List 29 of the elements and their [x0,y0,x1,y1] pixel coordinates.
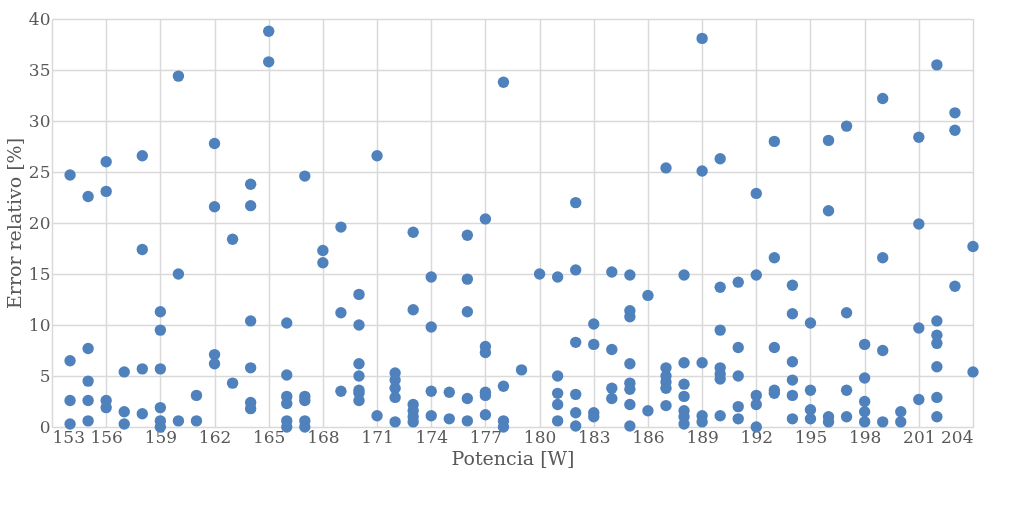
x-tick-label: 192 [740,426,774,447]
x-tick-label: 174 [415,426,448,447]
x-tick-label: 177 [469,426,503,447]
x-tick-label: 183 [578,426,611,447]
x-axis-title: Potencia [W] [451,446,575,469]
x-tick-label: 195 [794,426,828,447]
x-tick-label: 159 [144,426,178,447]
y-tick-label: 0 [39,416,51,437]
y-tick-label: 10 [28,314,51,335]
x-tick-label: 171 [361,426,394,447]
x-tick-label: 201 [903,426,936,447]
y-tick-label: 20 [28,212,51,233]
x-tick-label: 198 [848,426,882,447]
x-tick-label: 153 [52,426,85,447]
x-tick-label: 189 [686,426,719,447]
x-tick-label: 186 [632,426,665,447]
x-tick-label: 156 [90,426,123,447]
x-tick-label: 165 [252,426,286,447]
y-axis-title: Error relativo [%] [2,137,25,310]
x-tick-label: 180 [523,426,557,447]
x-tick-label: 162 [198,426,232,447]
y-tick-label: 5 [39,365,51,386]
y-tick-label: 25 [28,161,51,182]
y-tick-label: 15 [28,263,51,284]
y-tick-label: 35 [28,59,51,80]
y-tick-label: 40 [28,8,51,29]
x-tick-label: 204 [941,426,974,447]
x-tick-label: 168 [307,426,340,447]
y-tick-label: 30 [28,110,51,131]
